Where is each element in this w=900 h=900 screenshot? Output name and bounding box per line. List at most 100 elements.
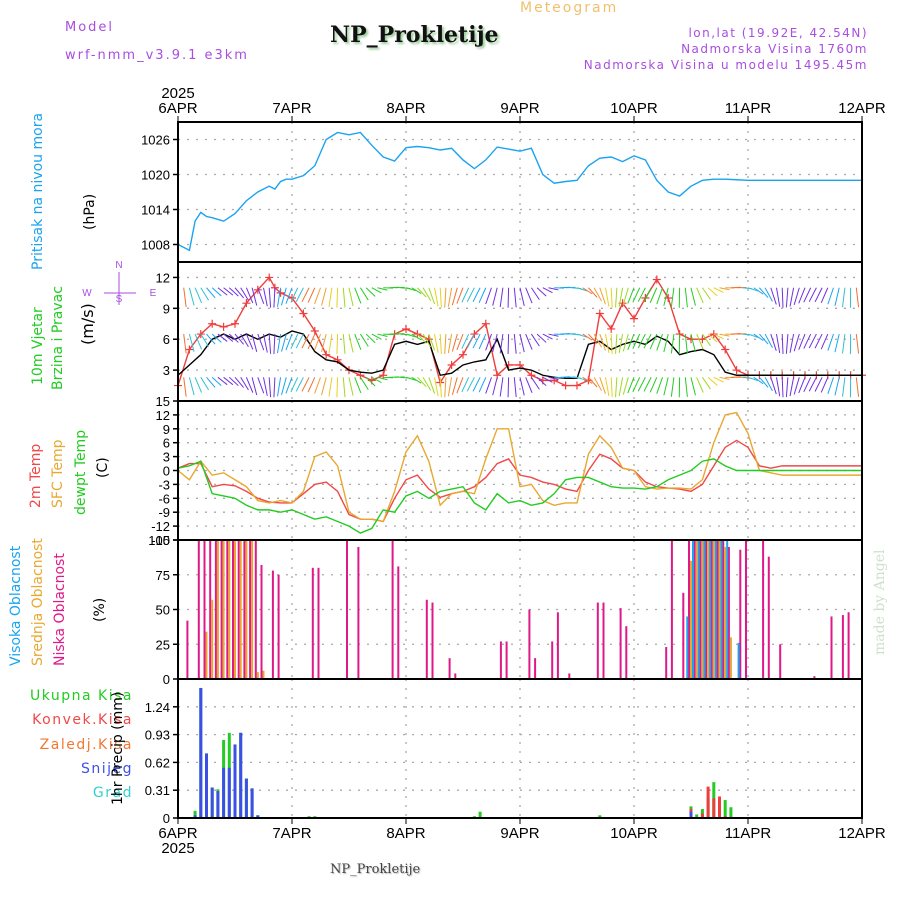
wind-arrow	[707, 376, 718, 386]
wind-arrow	[314, 377, 321, 394]
bar-precip_conv	[700, 813, 704, 818]
ytick-label: -15	[151, 533, 170, 548]
wind-arrow	[696, 333, 704, 350]
wind-arrow	[719, 333, 730, 337]
wind-arrow	[785, 334, 789, 354]
wind-arrow	[610, 334, 613, 354]
bar-cloud_low	[602, 602, 605, 679]
wind-arrow	[307, 377, 316, 393]
wind-arrow	[599, 333, 606, 351]
wind-arrow	[770, 377, 777, 395]
ytick-label: 12	[156, 408, 170, 423]
compass-w: W	[82, 288, 92, 299]
bar-cloud_low	[397, 566, 400, 679]
wind-arrow	[321, 333, 327, 352]
wind-arrow	[365, 376, 376, 387]
wind-arrow	[764, 377, 773, 392]
gust-marker	[379, 371, 388, 380]
bar-cloud_low	[226, 540, 229, 679]
wind-arrow	[411, 333, 422, 341]
wind-arrow	[328, 287, 333, 307]
wind-arrow	[281, 333, 287, 352]
wind-arrow	[301, 287, 310, 303]
wind-arrow	[793, 287, 800, 306]
wind-arrow	[194, 333, 203, 350]
wind-arrow	[530, 377, 540, 390]
wind-arrow	[649, 333, 658, 350]
bar-cloud_low	[813, 676, 816, 679]
bar-cloud_high	[703, 540, 706, 679]
gust-marker	[413, 330, 422, 339]
xtick-label-bottom: 7APR	[272, 825, 311, 842]
wind-arrow	[268, 377, 272, 398]
wind-arrow	[336, 377, 339, 398]
gust-marker	[607, 324, 616, 333]
wind-arrow	[548, 376, 559, 381]
wind-arrow	[444, 334, 447, 354]
wind-arrow	[599, 287, 606, 305]
compass-e: E	[150, 288, 157, 299]
wind-arrow	[478, 333, 487, 350]
ytick-label: -6	[158, 491, 170, 506]
wind-arrow	[223, 376, 234, 386]
ytick-label: 1008	[141, 238, 170, 253]
ytick-label: 0	[163, 672, 170, 687]
wind-arrow	[842, 287, 846, 308]
wind-arrow	[690, 287, 696, 306]
wind-arrow	[444, 377, 447, 398]
wind-arrow	[290, 333, 299, 349]
wind-arrow	[637, 287, 646, 302]
wind-arrow	[618, 287, 624, 307]
wind-arrow	[855, 334, 860, 354]
bar-precip_snow	[227, 767, 231, 818]
wind-arrow	[411, 287, 422, 295]
wind-arrow	[434, 287, 439, 307]
wind-arrow	[194, 287, 203, 304]
wind-arrow	[656, 287, 663, 305]
wind-arrow	[632, 377, 641, 393]
wind-arrow	[820, 287, 829, 304]
wind-arrow	[759, 333, 769, 345]
ytick-label: 6	[163, 436, 170, 451]
ytick-label: 75	[156, 568, 170, 583]
wind-arrow	[632, 333, 641, 349]
gust-marker	[698, 335, 707, 344]
wind-arrow	[785, 377, 789, 398]
bar-cloud_low	[710, 540, 713, 679]
wind-arrow	[328, 377, 333, 397]
bar-cloud_low	[739, 549, 742, 679]
ytick-label: 25	[156, 637, 170, 652]
bar-cloud_low	[311, 567, 314, 679]
wind-arrow	[206, 376, 216, 388]
wind-arrow	[656, 377, 663, 394]
wind-arrow	[451, 333, 458, 352]
bar-cloud_low	[277, 574, 280, 679]
wind-arrow	[814, 287, 823, 303]
gust-marker	[242, 299, 251, 308]
wind-arrow	[793, 377, 800, 395]
wind-arrow	[834, 333, 840, 353]
bar-precip_snow	[193, 815, 197, 818]
wind-arrow	[354, 377, 362, 394]
wind-arrow	[183, 377, 187, 397]
ytick-label: 0.93	[145, 728, 170, 743]
gust-marker	[470, 330, 479, 339]
ytick-label: 3	[163, 450, 170, 465]
wind-arrow	[485, 333, 492, 351]
lonlat: lon,lat (19.92E, 42.54N)	[688, 26, 868, 40]
wind-arrow	[627, 333, 635, 350]
series-line	[177, 330, 862, 380]
bar-cloud_low	[260, 565, 263, 679]
bar-precip_snow	[199, 687, 203, 818]
bar-cloud_mid	[239, 540, 242, 679]
wind-arrow	[713, 333, 724, 340]
wind-arrow	[582, 376, 593, 384]
wind-arrow	[615, 287, 618, 308]
bar-cloud_low	[727, 546, 730, 679]
wind-arrow	[217, 287, 228, 296]
wind-arrow	[753, 376, 764, 385]
wind-arrow	[713, 376, 724, 383]
wind-arrow	[605, 333, 610, 353]
wind-arrow	[593, 377, 603, 391]
bar-cloud_low	[779, 644, 782, 679]
